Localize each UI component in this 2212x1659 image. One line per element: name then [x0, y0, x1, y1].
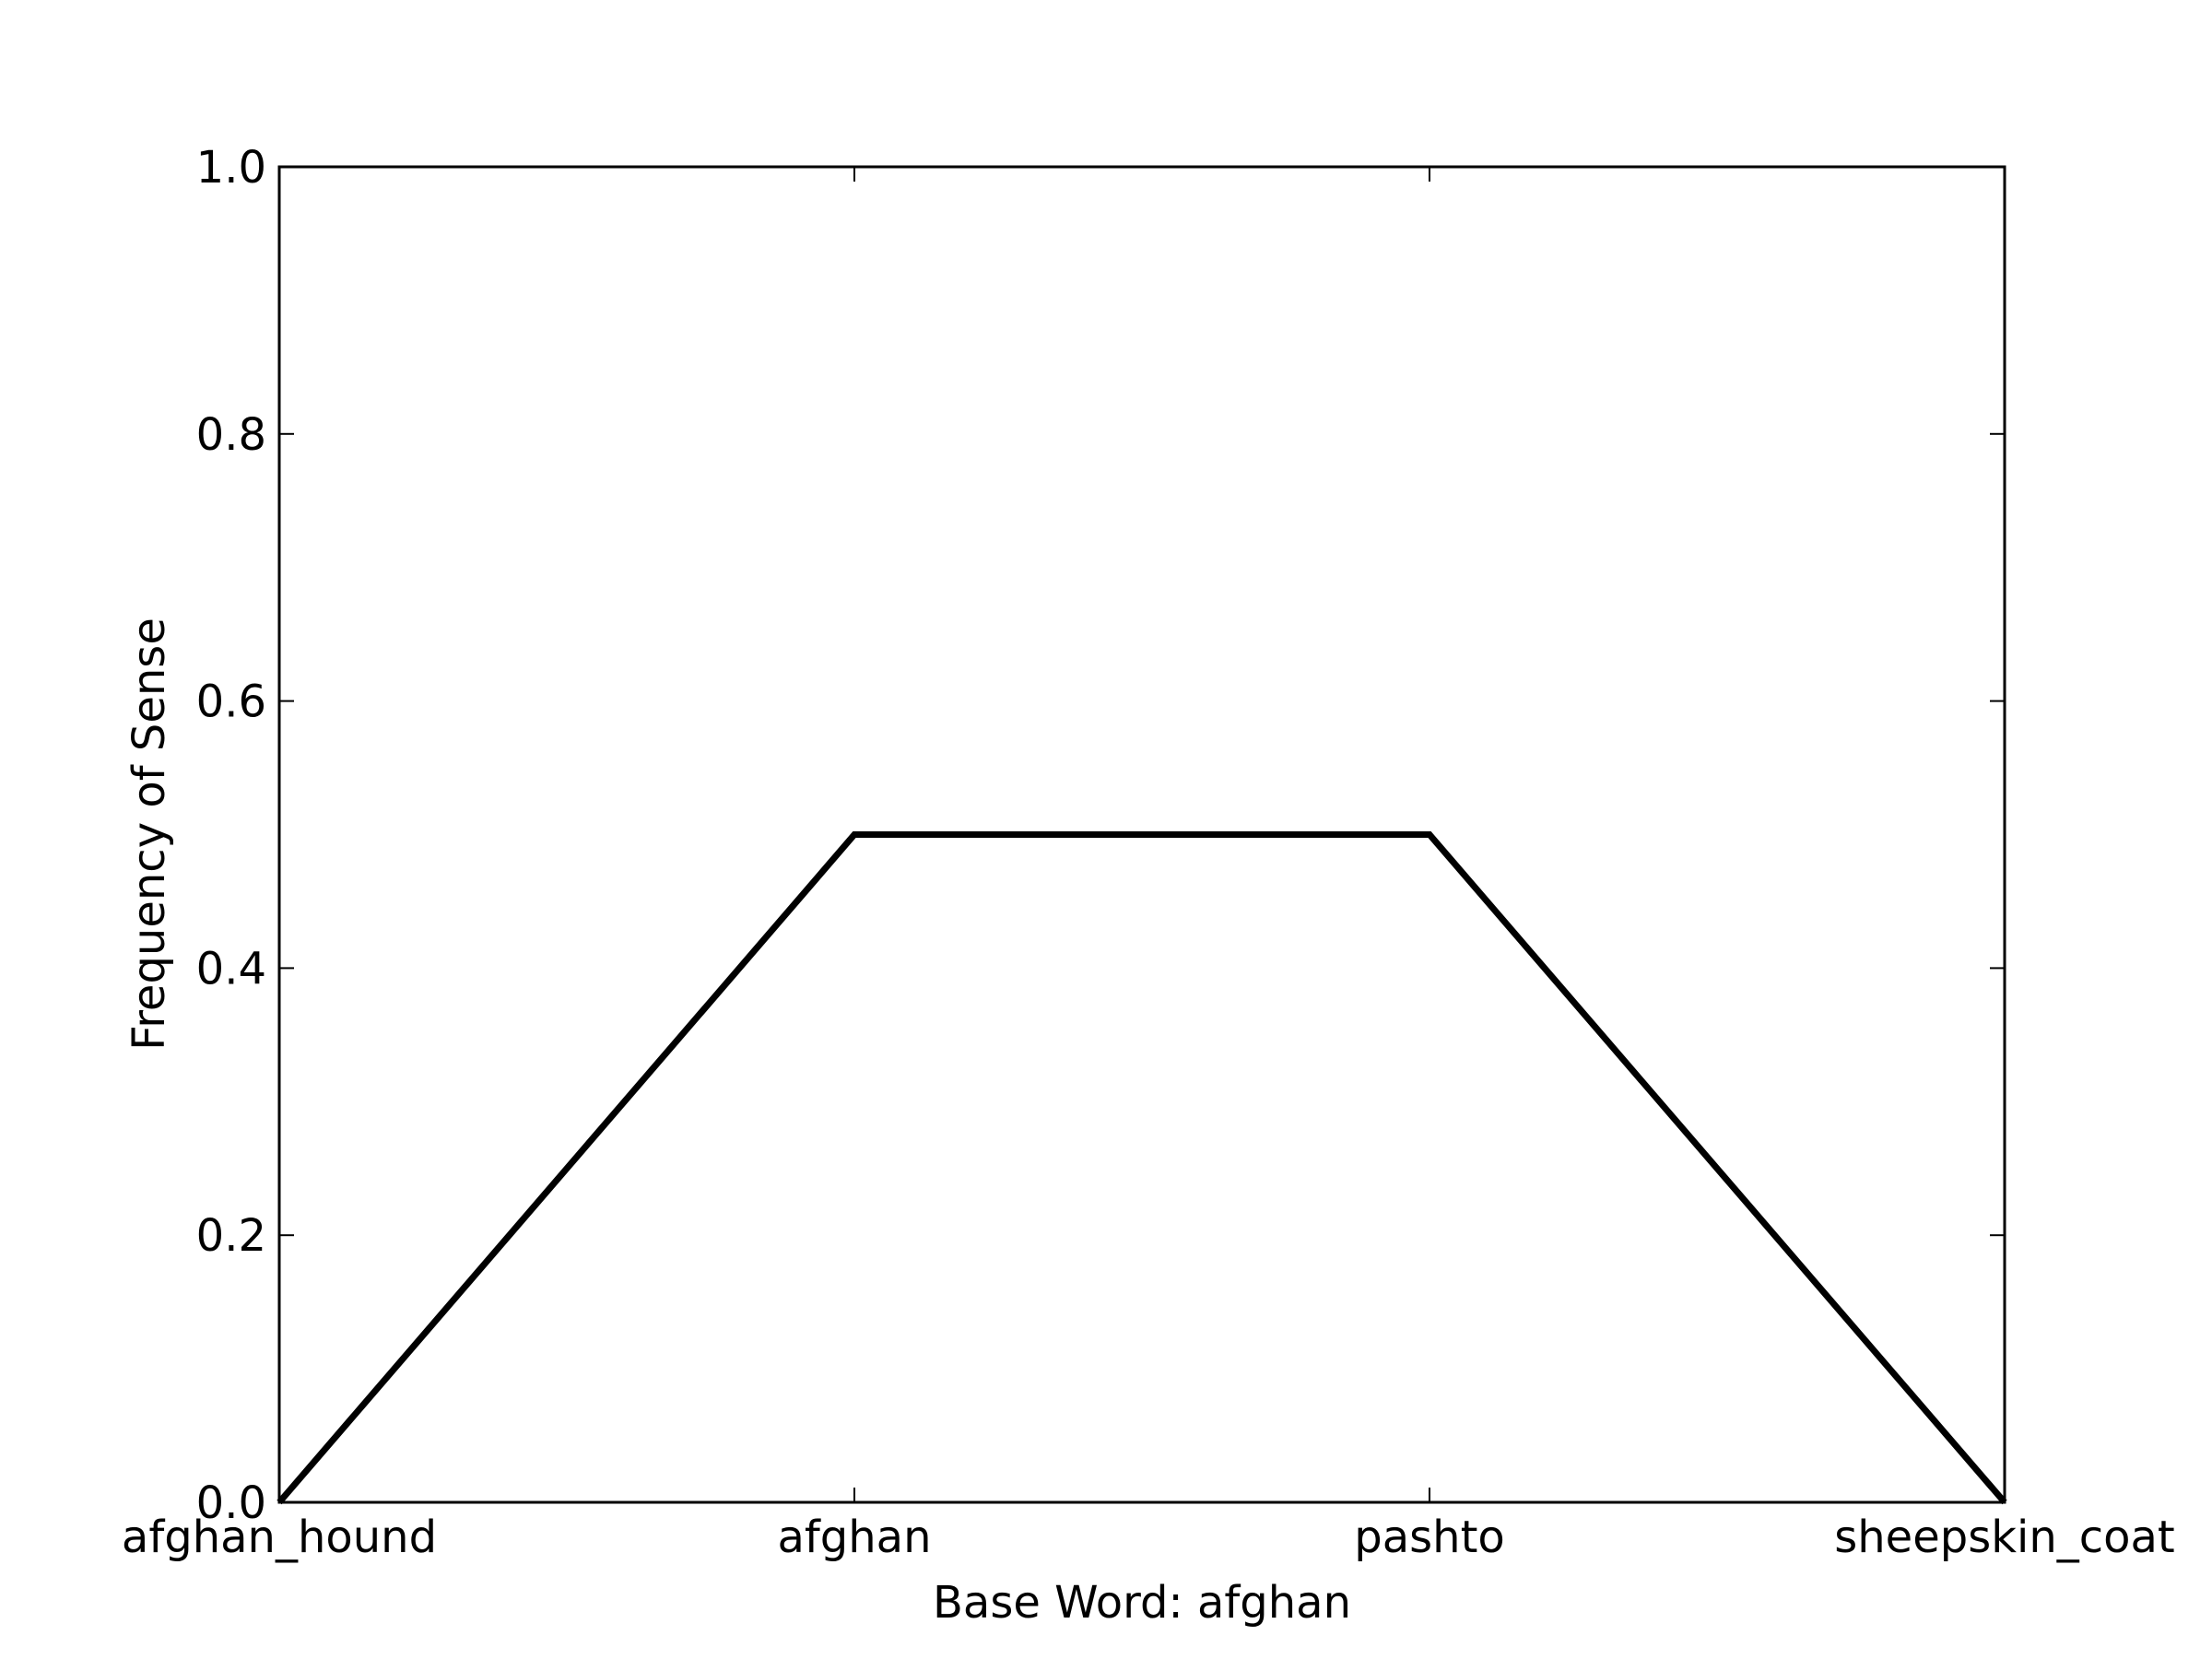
y-tick-label: 0.6	[196, 677, 266, 728]
series-line	[276, 831, 2007, 1505]
series-layer	[276, 831, 2007, 1505]
y-tick-label: 0.8	[196, 409, 266, 461]
y-tick-label: 0.0	[196, 1477, 266, 1529]
plot-frame	[277, 165, 2006, 1504]
x-tick-label: pashto	[1354, 1512, 1505, 1563]
y-axis-label: Frequency of Sense	[124, 618, 175, 1051]
x-axis-label: Base Word: afghan	[933, 1577, 1351, 1629]
x-tick-label: sheepskin_coat	[1834, 1512, 2175, 1563]
y-tick-label: 1.0	[196, 142, 266, 194]
y-tick-labels: 0.0 0.2 0.4 0.6 0.8 1.0	[196, 142, 266, 1529]
y-tick-label: 0.4	[196, 943, 266, 994]
y-tick-label: 0.2	[196, 1210, 266, 1262]
x-tick-labels: afghan_hound afghan pashto sheepskin_coat	[122, 1512, 2175, 1563]
x-tick-label: afghan_hound	[122, 1512, 437, 1563]
x-tick-label: afghan	[777, 1512, 931, 1563]
